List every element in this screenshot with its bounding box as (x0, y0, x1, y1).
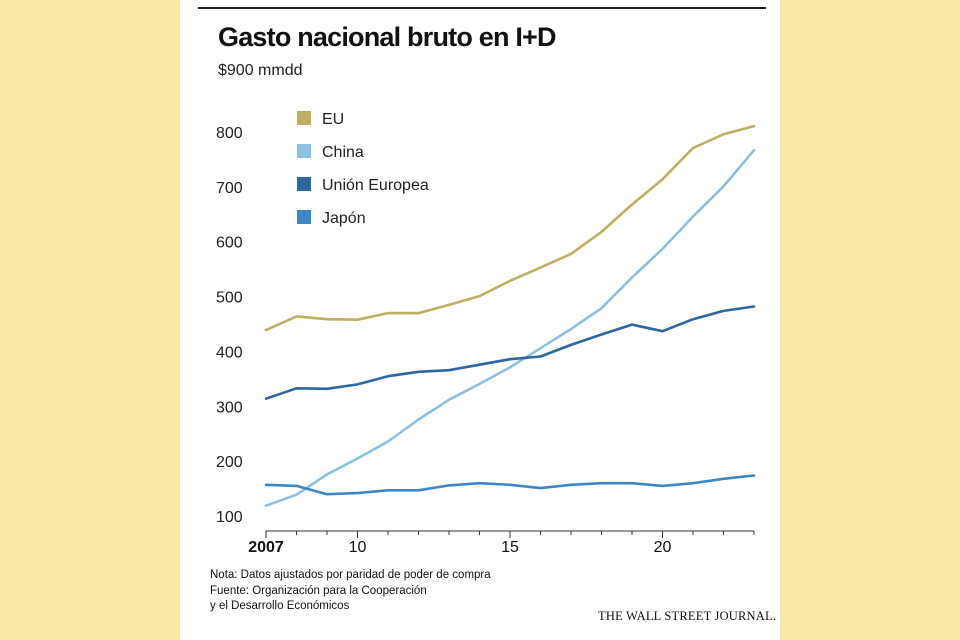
y-tick-label: 800 (216, 125, 243, 142)
series-line-1 (264, 148, 756, 508)
x-tick-label: 20 (654, 539, 672, 556)
y-tick-label: 100 (216, 509, 243, 526)
y-tick-label: 500 (216, 290, 243, 307)
legend-label: China (322, 144, 364, 161)
top-rule (198, 7, 766, 9)
x-tick-label: 2007 (248, 539, 284, 556)
chart-title: Gasto nacional bruto en I+D (218, 22, 557, 52)
y-tick-label: 700 (216, 180, 243, 197)
legend-swatch (297, 210, 311, 224)
legend-swatch (297, 177, 311, 191)
legend-label: Unión Europea (322, 177, 429, 194)
note-adjustment: Nota: Datos ajustados por paridad de pod… (210, 569, 491, 581)
series-line-2 (264, 305, 756, 401)
series-line-3 (264, 474, 756, 496)
legend-swatch (297, 144, 311, 158)
legend-swatch (297, 111, 311, 125)
chart-subtitle: $900 mmdd (218, 62, 303, 79)
note-source: Fuente: Organización para la Cooperación (210, 584, 427, 597)
legend-label: EU (322, 111, 344, 128)
note-source-cont: y el Desarrollo Económicos (210, 600, 350, 612)
source-brand: THE WALL STREET JOURNAL. (598, 609, 777, 623)
legend-label: Japón (322, 210, 366, 227)
x-tick-label: 10 (349, 539, 367, 556)
y-tick-label: 400 (216, 344, 243, 361)
series-line-0 (264, 124, 756, 332)
x-tick-label: 15 (501, 539, 519, 556)
y-tick-label: 600 (216, 235, 243, 252)
y-tick-label: 200 (216, 454, 243, 471)
chart-notes: Nota: Datos ajustados por paridad de pod… (210, 568, 491, 615)
y-tick-label: 300 (216, 399, 243, 416)
